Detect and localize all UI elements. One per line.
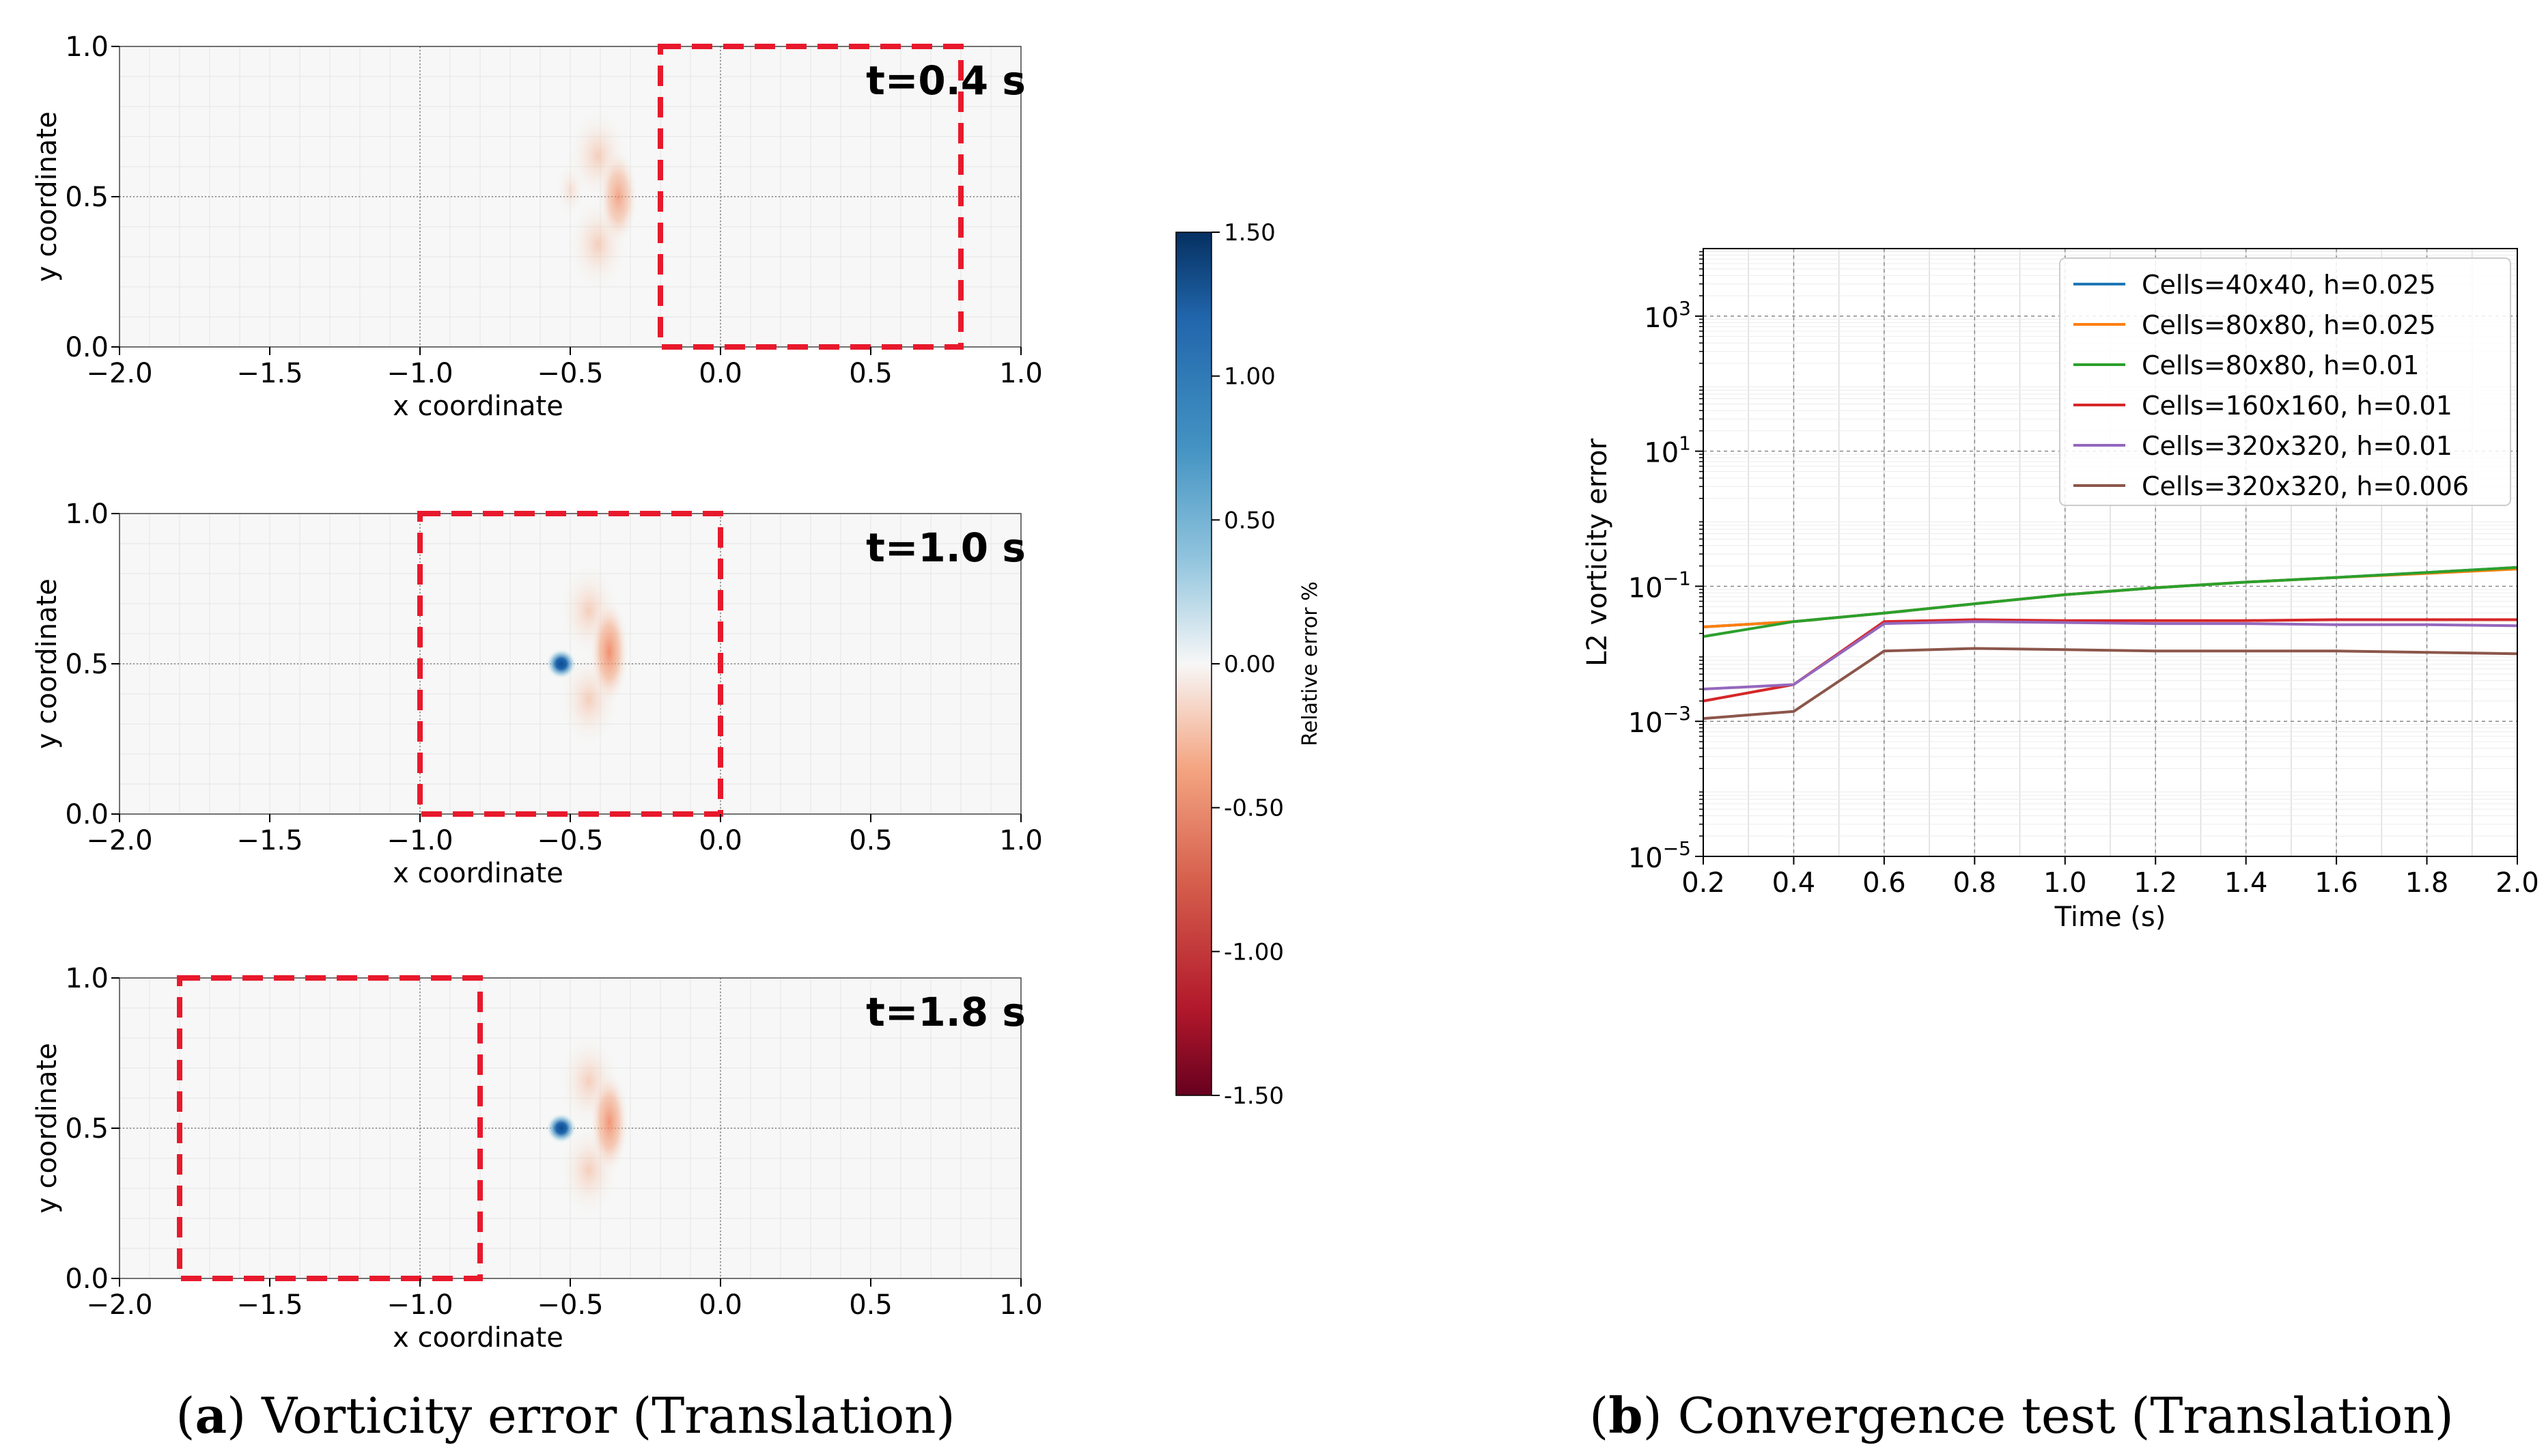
x-tick-label: −1.0 (387, 825, 453, 856)
colorbar-tick-label: 1.50 (1224, 219, 1276, 247)
legend-label: Cells=160x160, h=0.01 (2142, 391, 2452, 421)
x-tick-label: 0.8 (1953, 867, 1997, 899)
convergence-chart: 0.2 0.4 0.6 0.8 1.0 1.2 1.4 1.6 1.8 2.0 10−5 10−3 10… (1582, 248, 2539, 933)
y-tick-label: 1.0 (65, 963, 109, 994)
colorbar-tick-label: -1.50 (1224, 1082, 1284, 1110)
y-tick-label: 10−1 (1628, 567, 1691, 604)
y-tick-label: 0.0 (65, 1263, 109, 1295)
time-label: t=1.8 s (866, 989, 1026, 1035)
x-tick-label: 0.5 (849, 1289, 893, 1321)
legend: Cells=40x40, h=0.025 Cells=80x80, h=0.025… (2059, 257, 2511, 506)
series-line-3 (1703, 565, 2518, 639)
caption-a-letter: a (195, 1386, 227, 1444)
y-axis-label: L2 vorticity error (1582, 438, 1613, 667)
series-line-5 (1703, 620, 2518, 690)
plot-frame (1703, 248, 2518, 857)
colorbar-tick-label: 0.50 (1224, 507, 1276, 534)
x-tick-label: −2.0 (86, 1289, 152, 1321)
x-tick-label: −2.0 (86, 825, 152, 856)
heatmap-panel-1: t=0.4 s −2.0 −1.5 −1.0 −0.5 0.0 0.5 1.0 0.0 0.5 1.… (31, 31, 1043, 422)
legend-label: Cells=40x40, h=0.025 (2142, 270, 2436, 300)
x-axis-label: x coordinate (393, 858, 563, 889)
y-tick-label: 10−3 (1628, 702, 1691, 739)
x-tick-label: −0.5 (537, 358, 603, 389)
x-tick-label: −2.0 (86, 358, 152, 389)
y-tick-label: 0.0 (65, 332, 109, 363)
x-tick-label: 0.5 (849, 825, 893, 856)
negative-error-blob (589, 598, 629, 705)
vorticity-heatmaps: t=0.4 s −2.0 −1.5 −1.0 −0.5 0.0 0.5 1.0 0.0 0.5 1.… (31, 31, 1043, 1354)
x-axis-label: x coordinate (393, 391, 563, 422)
colorbar-tick-label: 1.00 (1224, 363, 1276, 391)
legend-box (2059, 257, 2511, 506)
x-tick-label: 0.5 (849, 358, 893, 389)
negative-error-blob-faint (555, 163, 586, 217)
colorbar-label: Relative error % (1298, 581, 1322, 746)
legend-label: Cells=320x320, h=0.006 (2142, 471, 2469, 501)
x-tick-label: 0.0 (699, 1289, 742, 1321)
x-tick-label: 0.0 (699, 358, 742, 389)
x-tick-label: 1.8 (2405, 867, 2449, 899)
y-axis-label: y coordinate (31, 111, 63, 282)
x-tick-label: 0.0 (699, 825, 742, 856)
time-label: t=0.4 s (866, 57, 1026, 104)
caption-b: (b) Convergence test (Translation) (1589, 1386, 2454, 1444)
y-tick-label: 10−5 (1628, 837, 1691, 874)
positive-error-blob (546, 1113, 576, 1143)
window-box (658, 44, 964, 350)
y-axis-label: y coordinate (31, 578, 63, 749)
colorbar-tick-label: -0.50 (1224, 795, 1284, 822)
legend-label: Cells=320x320, h=0.01 (2142, 431, 2452, 461)
window-box (177, 975, 483, 1281)
series-line-6 (1703, 647, 2518, 720)
caption-a: (a) Vorticity error (Translation) (176, 1386, 955, 1444)
caption-b-text: ) Convergence test (Translation) (1643, 1387, 2454, 1444)
x-tick-label: 1.2 (2134, 867, 2177, 899)
y-tick-label: 0.5 (65, 1113, 109, 1145)
positive-error-blob (546, 649, 576, 679)
y-tick-label: 103 (1644, 297, 1691, 334)
legend-label: Cells=80x80, h=0.025 (2142, 310, 2436, 340)
y-axis-label: y coordinate (31, 1043, 63, 1214)
y-tick-label: 0.5 (65, 182, 109, 213)
x-tick-label: 0.4 (1772, 867, 1816, 899)
colorbar: 1.50 1.00 0.50 0.00 -0.50 -1.00 -1.50 Relative … (1175, 219, 1322, 1110)
legend-label: Cells=80x80, h=0.01 (2142, 350, 2420, 380)
colorbar-tick-label: 0.00 (1224, 651, 1276, 678)
negative-error-blob (598, 149, 639, 244)
colorbar-tick-label: -1.00 (1224, 938, 1284, 966)
negative-error-blob (589, 1070, 629, 1175)
x-tick-label: −1.0 (387, 358, 453, 389)
y-tick-label: 0.0 (65, 799, 109, 830)
x-tick-label: 1.0 (2043, 867, 2087, 899)
x-tick-label: −1.5 (236, 825, 303, 856)
x-tick-label: 0.2 (1681, 867, 1725, 899)
y-tick-label: 1.0 (65, 499, 109, 530)
x-tick-label: 1.0 (999, 358, 1043, 389)
caption-b-letter: b (1608, 1386, 1642, 1444)
x-axis-label: x coordinate (393, 1322, 563, 1354)
heatmap-panel-2: t=1.0 s −2.0 −1.5 −1.0 −0.5 0.0 0.5 1.0 0.0 0.5 1.… (31, 499, 1043, 889)
colorbar-bar (1175, 232, 1212, 1096)
time-label: t=1.0 s (866, 524, 1026, 571)
y-tick-label: 0.5 (65, 649, 109, 680)
x-tick-label: −1.5 (236, 1289, 303, 1321)
y-tick-label: 101 (1644, 432, 1691, 469)
caption-a-text: ) Vorticity error (Translation) (227, 1387, 955, 1444)
x-tick-label: −1.5 (236, 358, 303, 389)
x-axis-label: Time (s) (2054, 901, 2166, 933)
x-tick-label: −0.5 (537, 825, 603, 856)
x-tick-label: 1.4 (2224, 867, 2268, 899)
x-tick-label: 0.6 (1862, 867, 1906, 899)
window-box (417, 511, 723, 817)
x-tick-label: 2.0 (2495, 867, 2539, 899)
heatmap-panel-3: t=1.8 s −2.0 −1.5 −1.0 −0.5 0.0 0.5 1.0 0.0 0.5 1.… (31, 963, 1043, 1354)
x-tick-label: 1.0 (999, 825, 1043, 856)
x-tick-label: −1.0 (387, 1289, 453, 1321)
x-tick-label: 1.0 (999, 1289, 1043, 1321)
x-tick-label: −0.5 (537, 1289, 603, 1321)
x-tick-label: 1.6 (2314, 867, 2358, 899)
y-tick-label: 1.0 (65, 31, 109, 63)
